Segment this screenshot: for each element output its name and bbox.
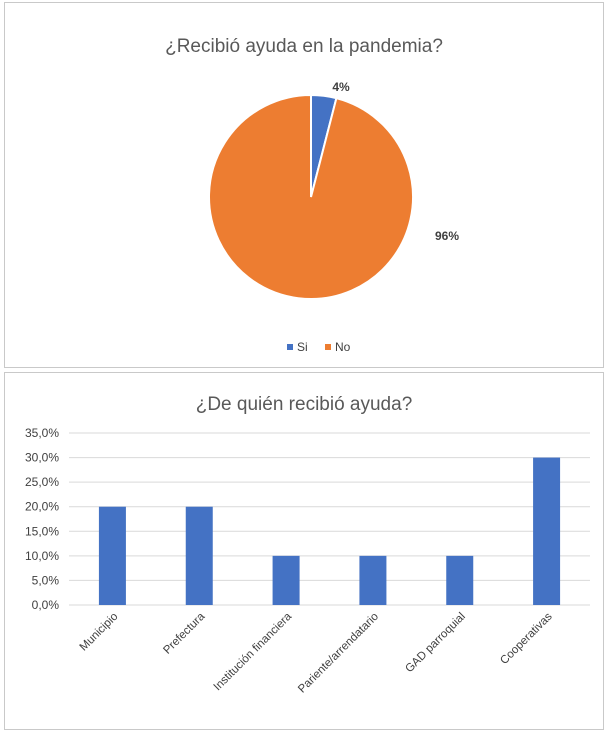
y-tick-label: 15,0%: [25, 524, 59, 538]
pie-chart: ¿Recibió ayuda en la pandemia? 4% 96% Si N…: [165, 36, 459, 354]
pie-data-label: 96%: [435, 229, 459, 243]
pie-slice-no: [208, 93, 414, 300]
bar: [359, 555, 387, 605]
bar: [98, 506, 126, 605]
legend-swatch: [287, 344, 293, 350]
x-tick-label: Prefectura: [161, 610, 207, 656]
y-tick-label: 0,0%: [32, 598, 60, 612]
y-tick-label: 10,0%: [25, 549, 59, 563]
legend-label: Si: [297, 340, 308, 354]
y-tick-label: 20,0%: [25, 500, 59, 514]
bar-chart: ¿De quién recibió ayuda? 0,0% 5,0% 10,0% 15…: [25, 394, 590, 696]
y-tick-label: 5,0%: [32, 573, 60, 587]
bar-chart-title: ¿De quién recibió ayuda?: [196, 394, 413, 415]
y-tick-label: 25,0%: [25, 475, 59, 489]
x-tick-label: Institución financiera: [212, 610, 295, 693]
y-tick-label: 35,0%: [25, 426, 59, 440]
x-tick-label: Municipio: [78, 611, 121, 654]
bar: [272, 555, 300, 605]
pie-chart-panel: ¿Recibió ayuda en la pandemia? 4% 96% Si N…: [4, 2, 604, 368]
bar: [446, 555, 474, 605]
y-tick-label: 30,0%: [25, 451, 59, 465]
x-tick-label: GAD parroquial: [403, 611, 468, 676]
legend-label: No: [335, 340, 351, 354]
bar-chart-panel: ¿De quién recibió ayuda? 0,0% 5,0% 10,0% 15…: [4, 372, 604, 730]
pie-data-label: 4%: [332, 80, 350, 94]
x-tick-label: Cooperativas: [498, 610, 555, 667]
bar: [185, 506, 213, 605]
x-tick-label: Pariente/arrendatario: [296, 611, 381, 696]
legend-swatch: [325, 344, 331, 350]
pie-chart-title: ¿Recibió ayuda en la pandemia?: [165, 36, 443, 57]
bar: [533, 457, 561, 605]
